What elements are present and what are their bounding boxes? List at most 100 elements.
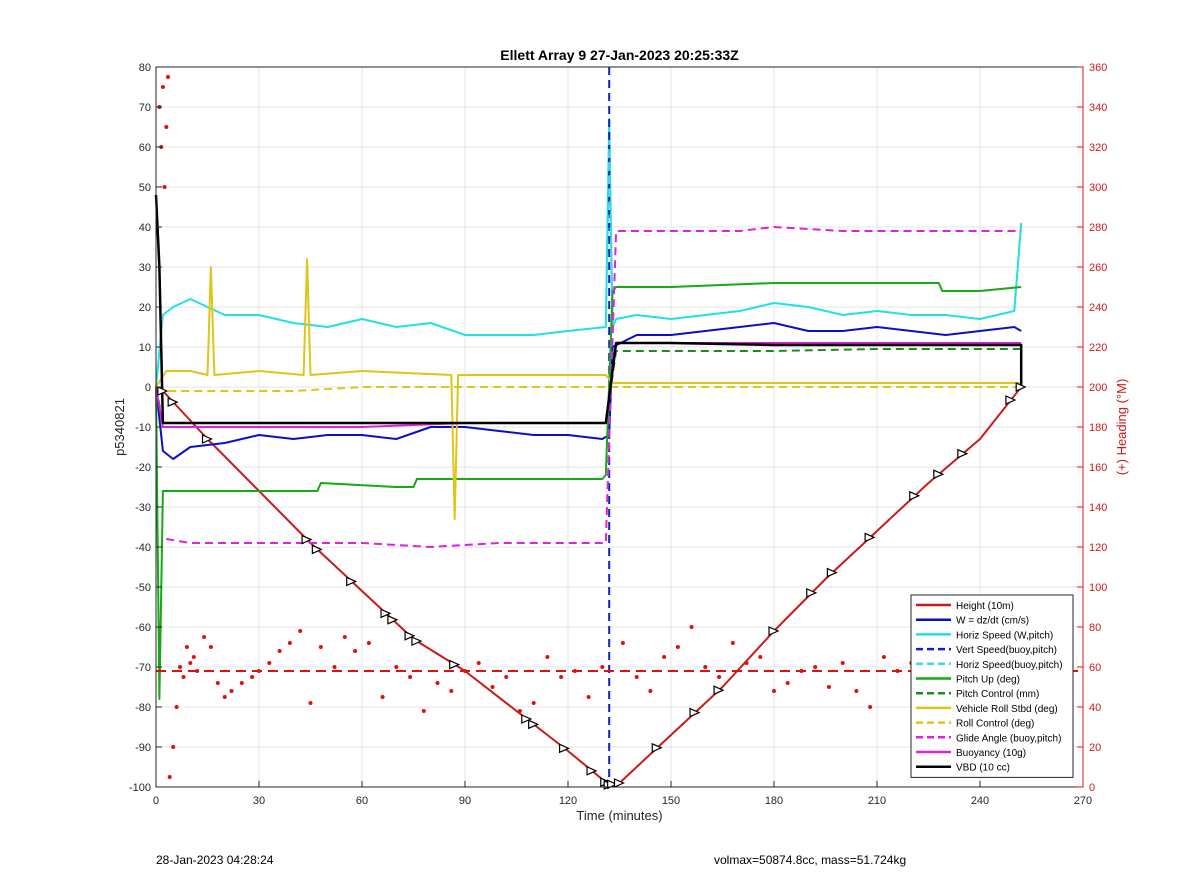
y-tick-label: -10 — [135, 422, 151, 434]
x-axis-label: Time (minutes) — [576, 808, 662, 823]
legend-label: Pitch Control (mm) — [956, 689, 1039, 700]
heading-point — [490, 685, 495, 689]
heading-point — [531, 701, 536, 705]
height-marker — [864, 532, 876, 543]
heading-point — [545, 655, 550, 659]
y-tick-label: -50 — [135, 582, 151, 594]
heading-point — [449, 689, 454, 693]
legend-label: Glide Angle (buoy,pitch) — [956, 733, 1061, 744]
x-tick-label: 180 — [765, 795, 783, 807]
height-marker — [957, 448, 969, 459]
y-tick-label: -70 — [135, 662, 151, 674]
heading-point — [353, 649, 358, 653]
legend-label: Horiz Speed (W,pitch) — [956, 630, 1053, 641]
series-line-1 — [155, 322, 1022, 460]
heading-point — [813, 665, 818, 669]
heading-point — [408, 675, 413, 679]
y-tick-label: -40 — [135, 542, 151, 554]
heading-point — [620, 641, 625, 645]
height-marker — [387, 614, 399, 625]
heading-point — [174, 705, 179, 709]
heading-point — [239, 681, 244, 685]
heading-point — [758, 655, 763, 659]
heading-point — [229, 689, 234, 693]
heading-point — [394, 665, 399, 669]
height-marker — [651, 742, 663, 753]
heading-point — [730, 641, 735, 645]
y2-tick-label: 360 — [1089, 62, 1107, 74]
heading-point — [191, 655, 196, 659]
y2-tick-label: 340 — [1089, 102, 1107, 114]
heading-point — [717, 675, 722, 679]
heading-point — [421, 709, 426, 713]
heading-point — [868, 705, 873, 709]
y2-tick-label: 260 — [1089, 262, 1107, 274]
y2-tick-label: 140 — [1089, 502, 1107, 514]
y2-tick-label: 280 — [1089, 222, 1107, 234]
y-tick-label: 10 — [139, 342, 151, 354]
height-marker — [157, 386, 169, 396]
series-line-5 — [155, 282, 1022, 700]
legend-label: Pitch Up (deg) — [956, 675, 1020, 686]
heading-point — [181, 675, 186, 679]
heading-point — [586, 695, 591, 699]
series-line-4 — [604, 146, 614, 328]
y2-tick-label: 100 — [1089, 582, 1107, 594]
heading-point — [167, 775, 172, 779]
height-marker — [1015, 382, 1027, 392]
legend-label: W = dz/dt (cm/s) — [956, 616, 1029, 627]
y2-tick-label: 320 — [1089, 142, 1107, 154]
heading-point — [160, 85, 165, 89]
chart-title: Ellett Array 9 27-Jan-2023 20:25:33Z — [500, 47, 739, 63]
heading-point — [164, 125, 169, 129]
y2-tick-label: 0 — [1089, 782, 1095, 794]
heading-point — [171, 745, 176, 749]
series-line-8 — [155, 386, 1022, 392]
x-tick-label: 90 — [459, 795, 471, 807]
height-marker — [607, 779, 619, 790]
series-line-11 — [154, 194, 1023, 425]
height-marker — [713, 685, 725, 696]
y-axis-label: p5340821 — [112, 398, 127, 456]
height-marker — [586, 765, 598, 776]
y-tick-label: -90 — [135, 742, 151, 754]
height-marker — [311, 544, 323, 555]
y2-tick-label: 220 — [1089, 342, 1107, 354]
heading-point — [178, 665, 182, 669]
y-tick-label: -80 — [135, 702, 151, 714]
height-marker — [1005, 395, 1017, 405]
x-tick-label: 270 — [1074, 795, 1092, 807]
y-tick-label: -30 — [135, 502, 151, 514]
height-marker — [689, 707, 701, 718]
heading-point — [250, 675, 255, 679]
height-marker — [411, 636, 423, 647]
x-tick-label: 30 — [253, 795, 265, 807]
heading-point — [222, 695, 227, 699]
y-tick-label: -60 — [135, 622, 151, 634]
heading-point — [634, 675, 639, 679]
y-tick-label: 80 — [139, 62, 151, 74]
y-tick-label: -20 — [135, 462, 151, 474]
height-marker — [558, 743, 571, 754]
y2-tick-label: 120 — [1089, 542, 1107, 554]
heading-point — [744, 661, 749, 665]
legend: Height (10m) W = dz/dt (cm/s) Horiz Speed … — [910, 594, 1074, 778]
heading-point — [772, 689, 776, 693]
heading-point — [166, 75, 170, 79]
x-tick-label: 240 — [971, 795, 989, 807]
y2-axis-ticks: 0 20 40 60 80 100 120 140 160 180 200 220 240 260 280 3… — [1077, 62, 1107, 794]
y2-tick-label: 240 — [1089, 302, 1107, 314]
heading-point — [689, 625, 694, 629]
heading-point — [662, 655, 667, 659]
x-tick-label: 210 — [868, 795, 886, 807]
heading-point — [267, 661, 272, 665]
y-tick-label: 60 — [139, 142, 151, 154]
x-tick-label: 0 — [153, 795, 159, 807]
heading-point — [215, 681, 220, 685]
y2-tick-label: 160 — [1089, 462, 1107, 474]
height-marker — [301, 534, 313, 545]
heading-point — [854, 689, 859, 693]
heading-point — [648, 689, 653, 693]
heading-point — [184, 645, 189, 649]
height-marker — [826, 567, 838, 578]
